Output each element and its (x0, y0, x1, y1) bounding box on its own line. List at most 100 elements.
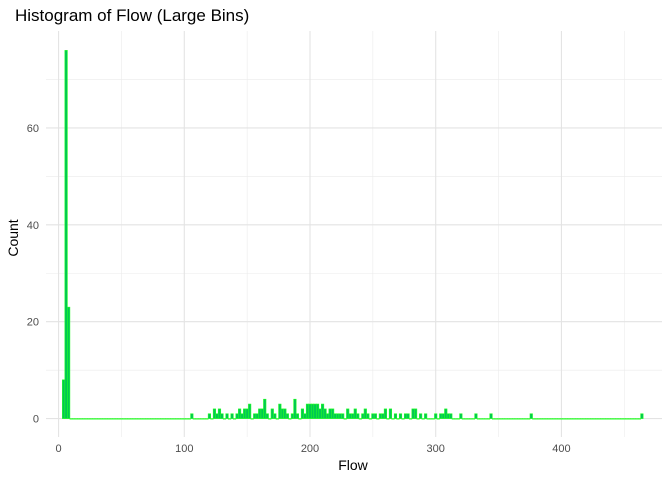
histogram-bar (109, 418, 113, 420)
histogram-bar (451, 418, 455, 420)
histogram-bar (512, 418, 516, 420)
histogram-bar (97, 418, 101, 420)
minor-gridlines (46, 31, 662, 437)
histogram-bar (202, 418, 206, 420)
histogram-bar (439, 413, 443, 419)
histogram-bar (303, 413, 307, 419)
histogram-bar (509, 418, 513, 420)
histogram-bar (94, 418, 98, 420)
histogram-bar (220, 413, 224, 419)
histogram-bar (187, 418, 191, 420)
histogram-bar (127, 418, 131, 420)
histogram-bar (351, 413, 355, 419)
histogram-bar (552, 418, 556, 420)
histogram-bar (391, 418, 395, 420)
histogram-bar (117, 418, 121, 420)
histogram-bar (341, 413, 345, 419)
histogram-bar (162, 418, 166, 420)
histogram-bar (356, 413, 360, 419)
histogram-bar (569, 418, 574, 420)
histogram-bar (459, 413, 463, 419)
histogram-bar (429, 418, 433, 420)
histogram-bar (517, 418, 521, 420)
histogram-bar (336, 413, 340, 419)
histogram-bar (484, 418, 488, 420)
histogram-bar (630, 418, 634, 420)
histogram-bar (343, 418, 347, 420)
histogram-bar (366, 413, 370, 419)
histogram-bar (416, 418, 420, 420)
histogram-bar (92, 418, 96, 420)
histogram-bar (207, 413, 211, 419)
histogram-bar (142, 418, 146, 420)
major-gridlines (46, 31, 662, 437)
histogram-bar (605, 418, 609, 420)
histogram-bar (250, 418, 254, 420)
histogram-bar (590, 418, 594, 420)
histogram-bar (205, 418, 209, 420)
histogram-bar (507, 418, 511, 420)
histogram-bar (562, 418, 566, 420)
histogram-bar (346, 408, 350, 419)
histogram-bar (476, 418, 481, 420)
x-tick-label: 300 (427, 443, 445, 455)
histogram-bar (358, 418, 362, 420)
histogram-bar (260, 408, 264, 419)
histogram-bar (222, 418, 227, 420)
y-tick-label: 60 (27, 123, 39, 135)
histogram-bar (371, 413, 375, 419)
histogram-bar (104, 418, 108, 420)
histogram-bar (318, 408, 322, 419)
histogram-bar (469, 418, 473, 420)
histogram-bar (180, 418, 184, 420)
histogram-bar (79, 418, 83, 420)
histogram-bar (547, 418, 551, 420)
histogram-bar (572, 418, 576, 420)
histogram-bar (602, 418, 606, 420)
histogram-bar (431, 418, 435, 420)
histogram-bar (139, 418, 144, 420)
histogram-bar (557, 418, 561, 420)
histogram-bar (129, 418, 134, 420)
x-tick-label: 100 (175, 443, 193, 455)
histogram-bar (640, 413, 644, 419)
histogram-bar (592, 418, 596, 420)
histogram-bar (497, 418, 501, 420)
histogram-bar (398, 413, 403, 419)
histogram-bar (479, 418, 483, 420)
histogram-bar (610, 418, 614, 420)
histogram-bar (308, 403, 312, 419)
histogram-bar (579, 418, 584, 420)
histogram-bar (564, 418, 569, 420)
histogram-bar (160, 418, 164, 420)
histogram-bar (152, 418, 156, 420)
histogram-bar (157, 418, 161, 420)
histogram-bar (615, 418, 619, 420)
histogram-bar (514, 418, 518, 420)
histogram-bar (285, 413, 289, 419)
histogram-bar (265, 413, 269, 419)
histogram-bar (446, 413, 450, 419)
histogram-bar (155, 418, 159, 420)
histogram-bar (62, 379, 66, 419)
histogram-bar (454, 418, 458, 420)
histogram-bar (466, 418, 470, 420)
histogram-bar (414, 408, 418, 419)
histogram-bar (383, 408, 387, 419)
histogram-bar (449, 413, 453, 419)
histogram-bar (635, 418, 639, 420)
y-tick-label: 20 (27, 317, 39, 329)
histogram-bar (177, 418, 181, 420)
histogram-bar (524, 418, 528, 420)
histogram-bar (353, 408, 357, 419)
histogram-bar (527, 418, 531, 420)
histogram-bar (622, 418, 626, 420)
histogram-bar (321, 403, 325, 419)
histogram-bar (577, 418, 581, 420)
y-tick-labels: 0 20 40 60 (27, 123, 39, 426)
histogram-bar (567, 418, 571, 420)
histogram-bar (182, 418, 186, 420)
histogram-bar (331, 408, 335, 419)
histogram-bar (273, 413, 277, 419)
histogram-bar (386, 418, 390, 420)
